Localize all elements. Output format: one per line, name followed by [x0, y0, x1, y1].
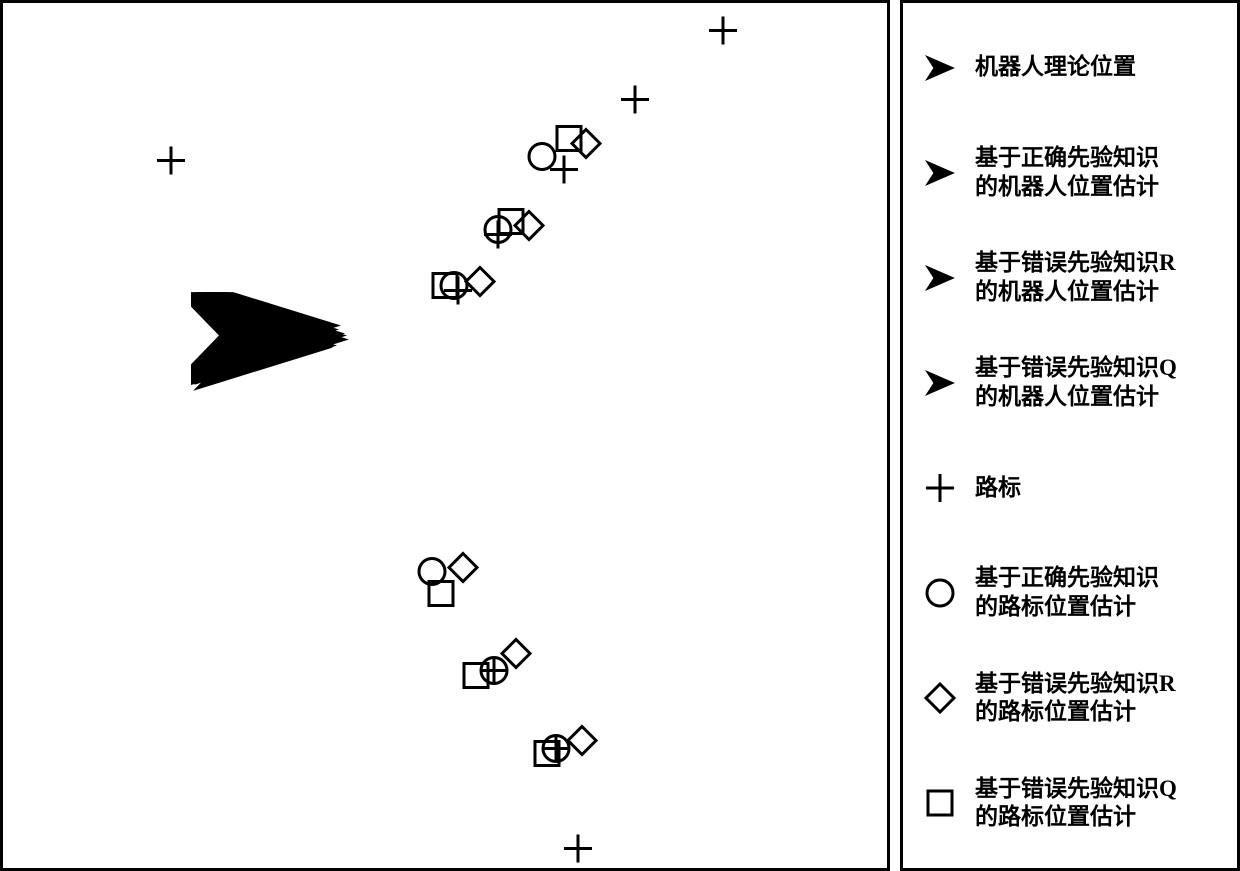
- legend-label: 基于错误先验知识R 的机器人位置估计: [975, 249, 1176, 307]
- arrow_filled-icon: [913, 251, 967, 305]
- circle-marker: [482, 214, 514, 251]
- diamond-marker: [499, 637, 533, 676]
- legend-item: 机器人理论位置: [913, 15, 1227, 120]
- circle-marker: [438, 270, 470, 307]
- square-marker: [461, 660, 491, 695]
- square-icon: [913, 776, 967, 830]
- square-marker: [426, 578, 456, 613]
- circle-marker: [478, 655, 510, 692]
- diamond-marker: [565, 723, 599, 762]
- legend-panel: 机器人理论位置基于正确先验知识 的机器人位置估计基于错误先验知识R 的机器人位置…: [900, 0, 1240, 871]
- legend-label: 基于错误先验知识R 的路标位置估计: [975, 670, 1176, 728]
- diamond-icon: [913, 671, 967, 725]
- legend-label: 基于错误先验知识Q 的路标位置估计: [975, 775, 1177, 833]
- plus-marker: [484, 220, 512, 253]
- figure-container: 机器人理论位置基于正确先验知识 的机器人位置估计基于错误先验知识R 的机器人位置…: [0, 0, 1240, 871]
- arrow_filled-icon: [913, 146, 967, 200]
- diamond-marker: [463, 265, 497, 304]
- legend-label: 机器人理论位置: [975, 53, 1136, 82]
- circle-marker: [540, 733, 572, 770]
- plus-marker: [480, 657, 508, 690]
- square-marker: [532, 738, 562, 773]
- diamond-marker: [569, 126, 603, 165]
- legend-item: 路标: [913, 436, 1227, 541]
- legend-item: 基于错误先验知识R 的机器人位置估计: [913, 225, 1227, 330]
- circle-marker: [416, 555, 448, 592]
- square-marker: [430, 271, 460, 306]
- arrow_filled-icon: [913, 356, 967, 410]
- legend-item: 基于正确先验知识 的机器人位置估计: [913, 120, 1227, 225]
- arrow_filled-icon: [913, 41, 967, 95]
- plus-marker: [709, 17, 737, 50]
- plus-marker: [564, 834, 592, 867]
- diamond-marker: [512, 208, 546, 247]
- legend-label: 基于正确先验知识 的路标位置估计: [975, 564, 1159, 622]
- legend-label: 路标: [975, 474, 1021, 503]
- legend-label: 基于错误先验知识Q 的机器人位置估计: [975, 354, 1177, 412]
- legend-item: 基于错误先验知识R 的路标位置估计: [913, 646, 1227, 751]
- plus-icon: [913, 461, 967, 515]
- circle-marker: [526, 140, 558, 177]
- diamond-marker: [446, 550, 480, 589]
- plus-marker: [621, 86, 649, 119]
- legend-item: 基于错误先验知识Q 的机器人位置估计: [913, 330, 1227, 435]
- plot-area: [0, 0, 890, 871]
- legend-item: 基于错误先验知识Q 的路标位置估计: [913, 751, 1227, 856]
- plus-marker: [444, 276, 472, 309]
- plus-marker: [542, 735, 570, 768]
- plus-marker: [157, 147, 185, 180]
- legend-item: 基于正确先验知识 的路标位置估计: [913, 541, 1227, 646]
- legend-label: 基于正确先验知识 的机器人位置估计: [975, 144, 1159, 202]
- square-marker: [496, 206, 526, 241]
- circle-icon: [913, 566, 967, 620]
- square-marker: [554, 124, 584, 159]
- plus-marker: [550, 155, 578, 188]
- arrow_cluster_big-marker: [191, 292, 371, 414]
